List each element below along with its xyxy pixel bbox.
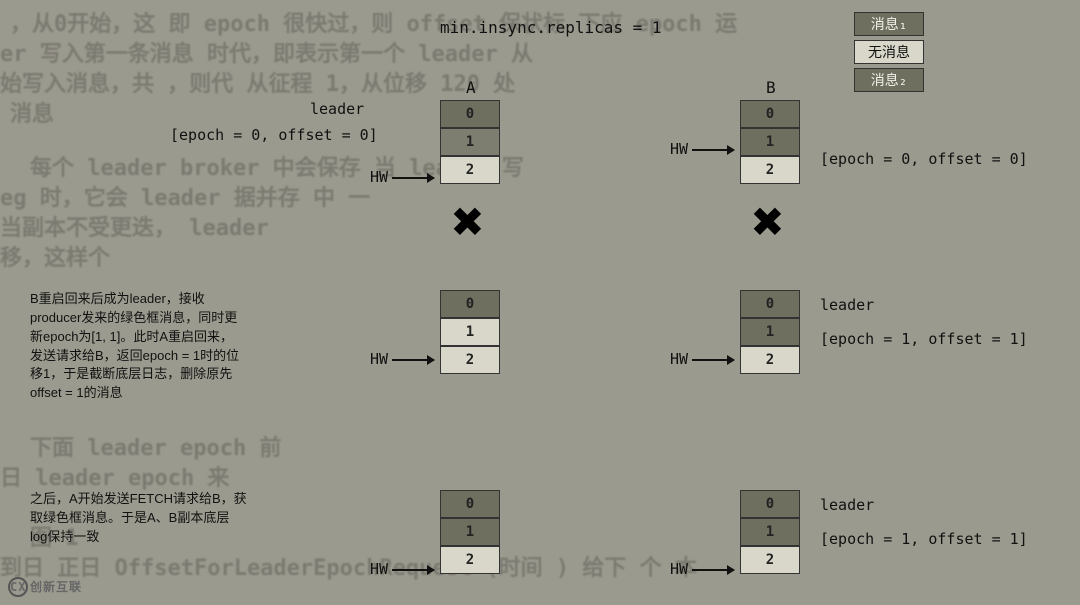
- row2-note: B重启回来后成为leader，接收 producer发来的绿色框消息，同时更 新…: [30, 290, 290, 403]
- row1-b-replica: 012: [740, 100, 800, 184]
- row2-a-hw-arrow: [392, 359, 434, 361]
- replica-cell: 1: [440, 518, 500, 546]
- cross-b: ✖: [752, 190, 785, 253]
- legend: 消息₁ 无消息消息₂: [850, 12, 1050, 96]
- legend-item: 消息₂: [850, 68, 1050, 92]
- row3-b-epoch: [epoch = 1, offset = 1]: [820, 530, 1028, 548]
- row1-b-hw-arrow: [692, 149, 734, 151]
- column-a-label: A: [466, 78, 476, 97]
- bg-line: 消息: [10, 96, 54, 128]
- legend-box: 无消息: [854, 40, 924, 64]
- replica-cell: 1: [440, 318, 500, 346]
- legend-box: 消息₂: [854, 68, 924, 92]
- bg-line: 当副本不受更迭， leader: [0, 210, 269, 242]
- row3-note: 之后，A开始发送FETCH请求给B，获 取绿色框消息。于是A、B副本底层 log…: [30, 490, 290, 547]
- row3-b-hw-arrow: [692, 569, 734, 571]
- replica-cell: 1: [740, 128, 800, 156]
- row2-b-leader: leader: [820, 296, 874, 314]
- bg-line: 下面 leader epoch 前: [30, 430, 281, 462]
- legend-item: 无消息: [850, 40, 1050, 64]
- row3-a-hw: HW: [370, 560, 388, 578]
- replica-cell: 0: [440, 290, 500, 318]
- row2-a-replica: 012: [440, 290, 500, 374]
- row2-b-hw-arrow: [692, 359, 734, 361]
- row2-b-replica: 012: [740, 290, 800, 374]
- replica-cell: 2: [440, 546, 500, 574]
- bg-line: 日 leader epoch 来: [0, 460, 229, 492]
- bg-line: eg 时，它会 leader 据并存 中 一: [0, 180, 370, 212]
- legend-box: 消息₁: [854, 12, 924, 36]
- row1-a-hw-arrow: [392, 177, 434, 179]
- row1-a-leader: leader: [310, 100, 364, 118]
- replica-cell: 0: [740, 290, 800, 318]
- row1-a-epoch: [epoch = 0, offset = 0]: [170, 126, 378, 144]
- replica-cell: 1: [740, 518, 800, 546]
- cross-a: ✖: [452, 190, 485, 253]
- row1-a-replica: 012: [440, 100, 500, 184]
- row3-b-hw: HW: [670, 560, 688, 578]
- bg-line: er 写入第一条消息 时代，即表示第一个 leader 从: [0, 36, 533, 68]
- replica-cell: 1: [740, 318, 800, 346]
- column-b-label: B: [766, 78, 776, 97]
- row2-b-hw: HW: [670, 350, 688, 368]
- replica-cell: 2: [440, 346, 500, 374]
- row3-a-hw-arrow: [392, 569, 434, 571]
- row2-a-hw: HW: [370, 350, 388, 368]
- row3-a-replica: 012: [440, 490, 500, 574]
- bg-line: 始写入消息，共 ，则代 从征程 1，从位移 120 处: [0, 66, 515, 98]
- row1-b-epoch: [epoch = 0, offset = 0]: [820, 150, 1028, 168]
- row1-a-hw: HW: [370, 168, 388, 186]
- replica-cell: 1: [440, 128, 500, 156]
- replica-cell: 0: [740, 490, 800, 518]
- replica-cell: 2: [740, 546, 800, 574]
- replica-cell: 0: [740, 100, 800, 128]
- row2-b-epoch: [epoch = 1, offset = 1]: [820, 330, 1028, 348]
- replica-cell: 0: [440, 100, 500, 128]
- replica-cell: 0: [440, 490, 500, 518]
- replica-cell: 2: [740, 346, 800, 374]
- config-title: min.insync.replicas = 1: [440, 18, 662, 37]
- row3-b-leader: leader: [820, 496, 874, 514]
- replica-cell: 2: [440, 156, 500, 184]
- bg-line: 移，这样个: [0, 240, 110, 272]
- row3-b-replica: 012: [740, 490, 800, 574]
- bg-line: 到日 正日 OffsetForLeaderEpochRequest (时间 ) …: [0, 550, 697, 582]
- watermark: CX创新互联: [8, 577, 82, 597]
- legend-item: 消息₁: [850, 12, 1050, 36]
- row1-b-hw: HW: [670, 140, 688, 158]
- replica-cell: 2: [740, 156, 800, 184]
